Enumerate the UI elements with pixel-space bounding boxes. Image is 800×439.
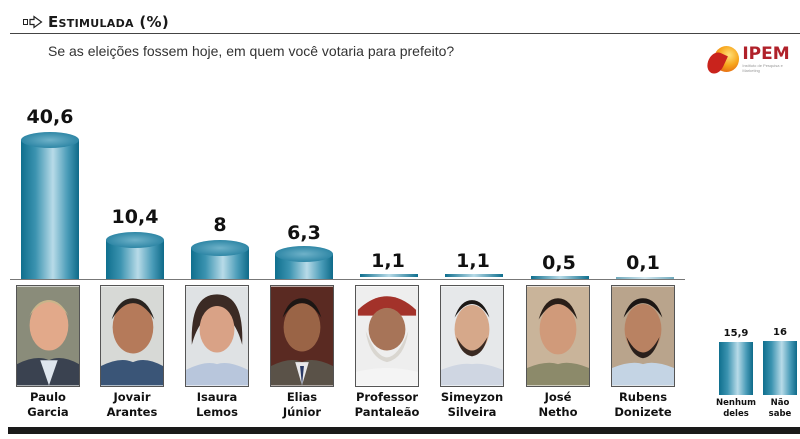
logo-subtitle: Instituto de Pesquisa e Marketing: [742, 62, 783, 73]
bar-cylinder-top: [21, 132, 79, 148]
bar-value: 10,4: [111, 206, 159, 228]
photo-jovair-arantes: [100, 285, 164, 387]
photo-isaura-lemos: [185, 285, 249, 387]
bar-cylinder: [531, 276, 589, 279]
bar-value: 40,6: [26, 106, 74, 128]
bar-cylinder: [445, 274, 503, 277]
bar-cylinder: [21, 140, 79, 279]
poll-question: Se as eleições fossem hoje, em quem você…: [48, 43, 455, 59]
candidate-name: Rubens Donizete: [614, 390, 672, 419]
category-name: Não sabe: [768, 398, 792, 419]
bar-value: 8: [213, 214, 227, 236]
bar-cylinder: [719, 342, 753, 395]
photo-rubens-donizete: [611, 285, 675, 387]
candidate-name: José Netho: [538, 390, 578, 419]
logo-name: IPEM: [742, 43, 790, 64]
bar-cylinder: [360, 274, 418, 277]
ipem-logo-icon: [714, 46, 740, 72]
photo-paulo-garcia: [16, 285, 80, 387]
chart-baseline: [10, 279, 685, 280]
bar-cylinder: [616, 277, 674, 279]
bar-value: 15,9: [723, 328, 749, 339]
bar-value: 1,1: [456, 250, 490, 272]
bar-value: 0,5: [542, 252, 576, 274]
bar-value: 0,1: [626, 252, 660, 274]
candidate-name: Professor Pantaleão: [354, 390, 420, 419]
candidate-name: Isaura Lemos: [196, 390, 238, 419]
footer-rule: [8, 427, 800, 434]
photo-elias-junior: [270, 285, 334, 387]
candidate-name: Paulo Garcia: [27, 390, 69, 419]
ipem-logo: IPEM Instituto de Pesquisa e Marketing: [714, 42, 800, 76]
bar-cylinder-top: [191, 240, 249, 256]
category-name: Nenhum deles: [716, 398, 756, 419]
bar-cylinder: [763, 341, 797, 395]
chart-header: Estimulada (%): [23, 12, 169, 32]
candidate-name: Simeyzon Silveira: [440, 390, 504, 419]
bar-value: 1,1: [371, 250, 405, 272]
bar-value: 16: [773, 327, 787, 338]
photo-jose-netho: [526, 285, 590, 387]
photo-simeyzon-silveira: [440, 285, 504, 387]
bar-cylinder-top: [275, 246, 333, 262]
title-divider: [10, 33, 800, 34]
portrait-icon: [17, 286, 79, 386]
candidate-name: Jovair Arantes: [106, 390, 158, 419]
chart-title: Estimulada (%): [48, 13, 169, 31]
bar-value: 6,3: [287, 222, 321, 244]
bar-cylinder-top: [106, 232, 164, 248]
photo-professor-pantaleao: [355, 285, 419, 387]
candidate-name: Elias Júnior: [282, 390, 322, 419]
arrow-right-icon: [23, 15, 43, 29]
